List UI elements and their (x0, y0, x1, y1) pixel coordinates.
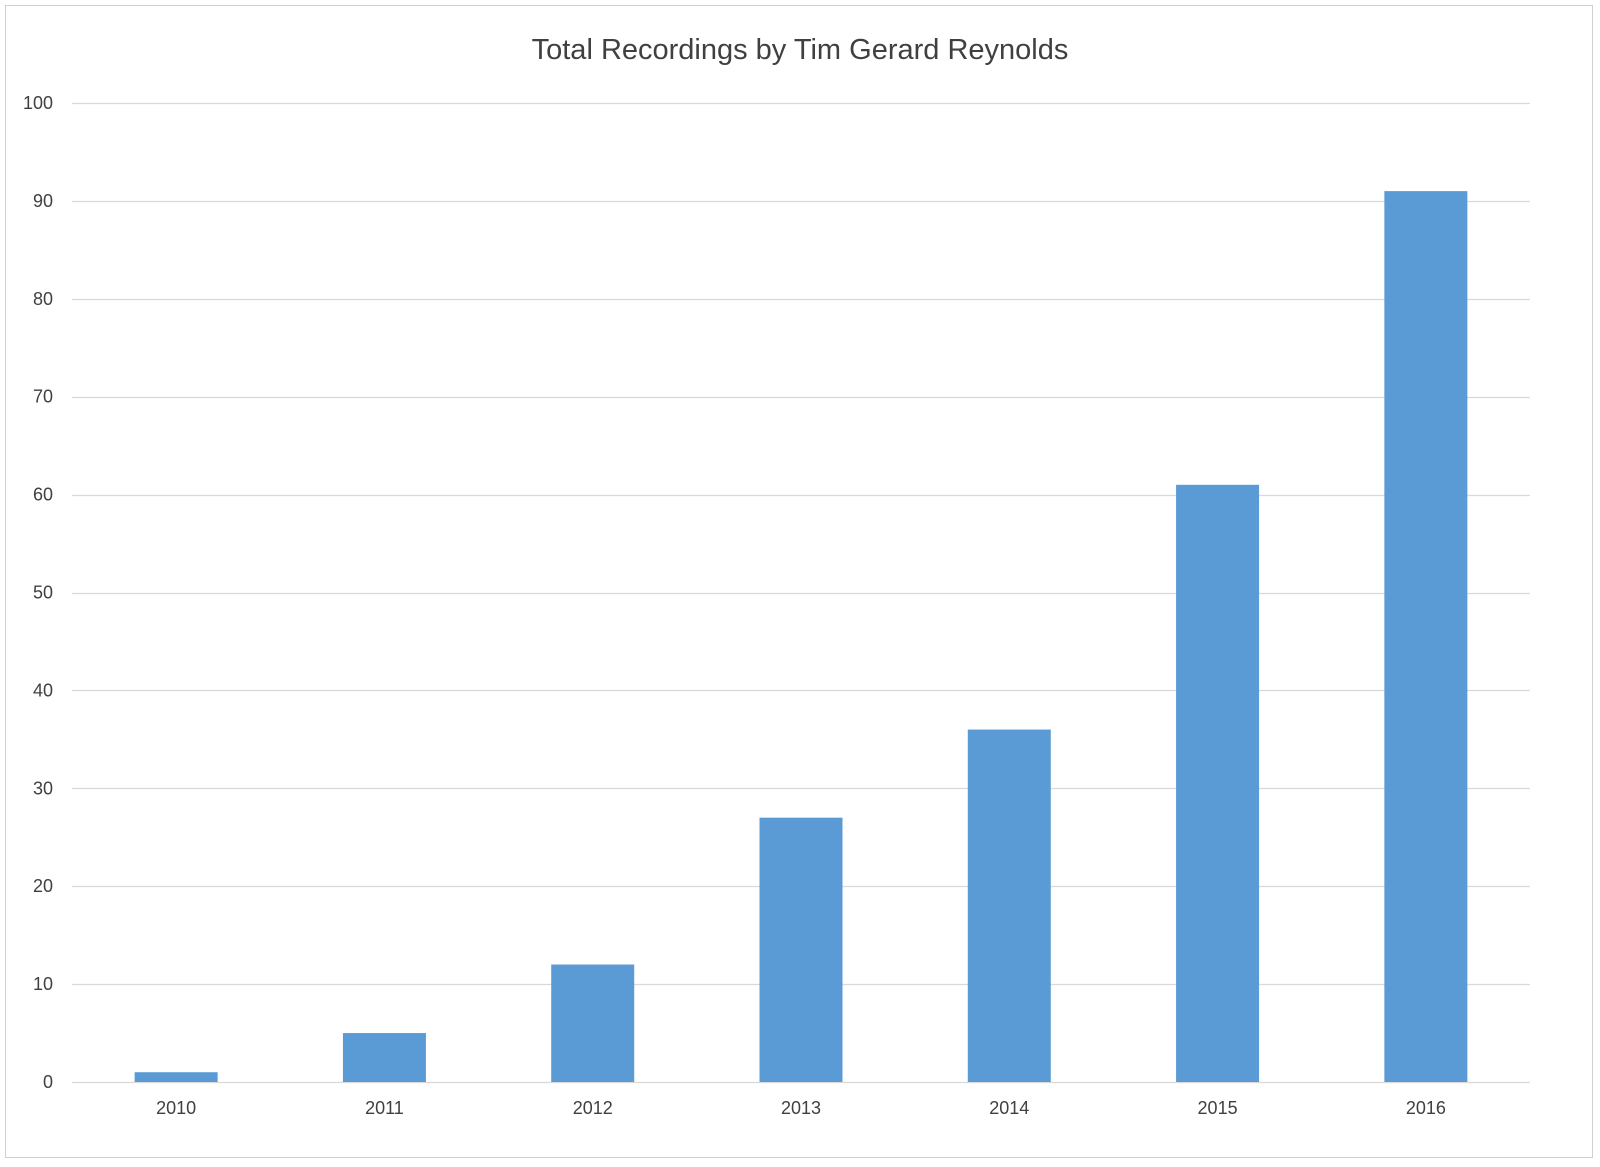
x-axis-tick-labels: 2010 2011 2012 2013 2014 2015 2016 (156, 1098, 1446, 1118)
x-tick-label: 2014 (989, 1098, 1029, 1118)
y-tick-label: 80 (33, 289, 53, 309)
bar-2016 (1384, 191, 1468, 1083)
x-tick-label: 2012 (573, 1098, 613, 1118)
y-tick-label: 100 (23, 93, 53, 113)
bar-2014 (967, 729, 1051, 1082)
chart-title: Total Recordings by Tim Gerard Reynolds (531, 34, 1069, 66)
y-axis-tick-labels: 0 10 20 30 40 50 60 70 80 90 100 (23, 93, 53, 1092)
bar-2012 (551, 964, 635, 1082)
y-tick-label: 40 (33, 680, 53, 700)
x-tick-label: 2013 (781, 1098, 821, 1118)
y-tick-label: 0 (43, 1072, 53, 1092)
bar-2013 (759, 817, 843, 1082)
x-tick-label: 2016 (1406, 1098, 1446, 1118)
bars (134, 191, 1468, 1083)
y-tick-label: 30 (33, 778, 53, 798)
y-tick-label: 10 (33, 974, 53, 994)
y-tick-label: 90 (33, 191, 53, 211)
bar-2010 (134, 1072, 218, 1082)
y-tick-label: 60 (33, 485, 53, 505)
y-tick-label: 20 (33, 876, 53, 896)
y-tick-label: 50 (33, 583, 53, 603)
x-tick-label: 2011 (365, 1098, 404, 1118)
bar-2011 (342, 1033, 426, 1082)
y-tick-label: 70 (33, 387, 53, 407)
x-tick-label: 2010 (156, 1098, 196, 1118)
x-tick-label: 2015 (1198, 1098, 1238, 1118)
bar-2015 (1176, 484, 1260, 1082)
chart-frame: Total Recordings by Tim Gerard Reynolds … (5, 5, 1593, 1158)
